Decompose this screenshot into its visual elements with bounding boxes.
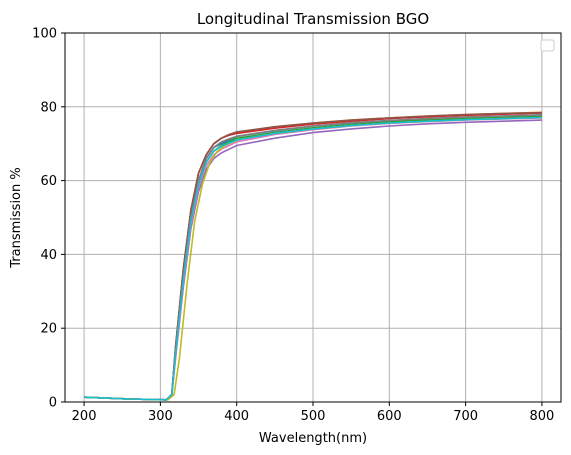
x-tick-label: 200: [72, 409, 97, 424]
x-tick-label: 700: [453, 409, 478, 424]
y-tick-label: 100: [32, 27, 57, 42]
chart-title: Longitudinal Transmission BGO: [197, 10, 429, 28]
x-tick-label: 600: [377, 409, 402, 424]
x-tick-label: 300: [148, 409, 173, 424]
x-tick-label: 800: [530, 409, 555, 424]
y-tick-label: 20: [40, 322, 57, 337]
x-axis-label: Wavelength(nm): [259, 431, 367, 446]
y-tick-label: 60: [40, 174, 57, 189]
series-line-10: [84, 116, 542, 401]
y-tick-label: 0: [49, 396, 57, 411]
series-group: [84, 111, 542, 401]
y-tick-label: 40: [40, 248, 57, 263]
x-tick-label: 500: [301, 409, 326, 424]
x-tick-label: 400: [224, 409, 249, 424]
legend: [540, 39, 555, 52]
grid: [65, 32, 561, 403]
y-axis-label: Transmission %: [9, 167, 24, 268]
y-tick-label: 80: [40, 100, 57, 115]
axes: 200 300 400 500 600 700 800 0 20 40 60 80 100: [32, 27, 554, 425]
